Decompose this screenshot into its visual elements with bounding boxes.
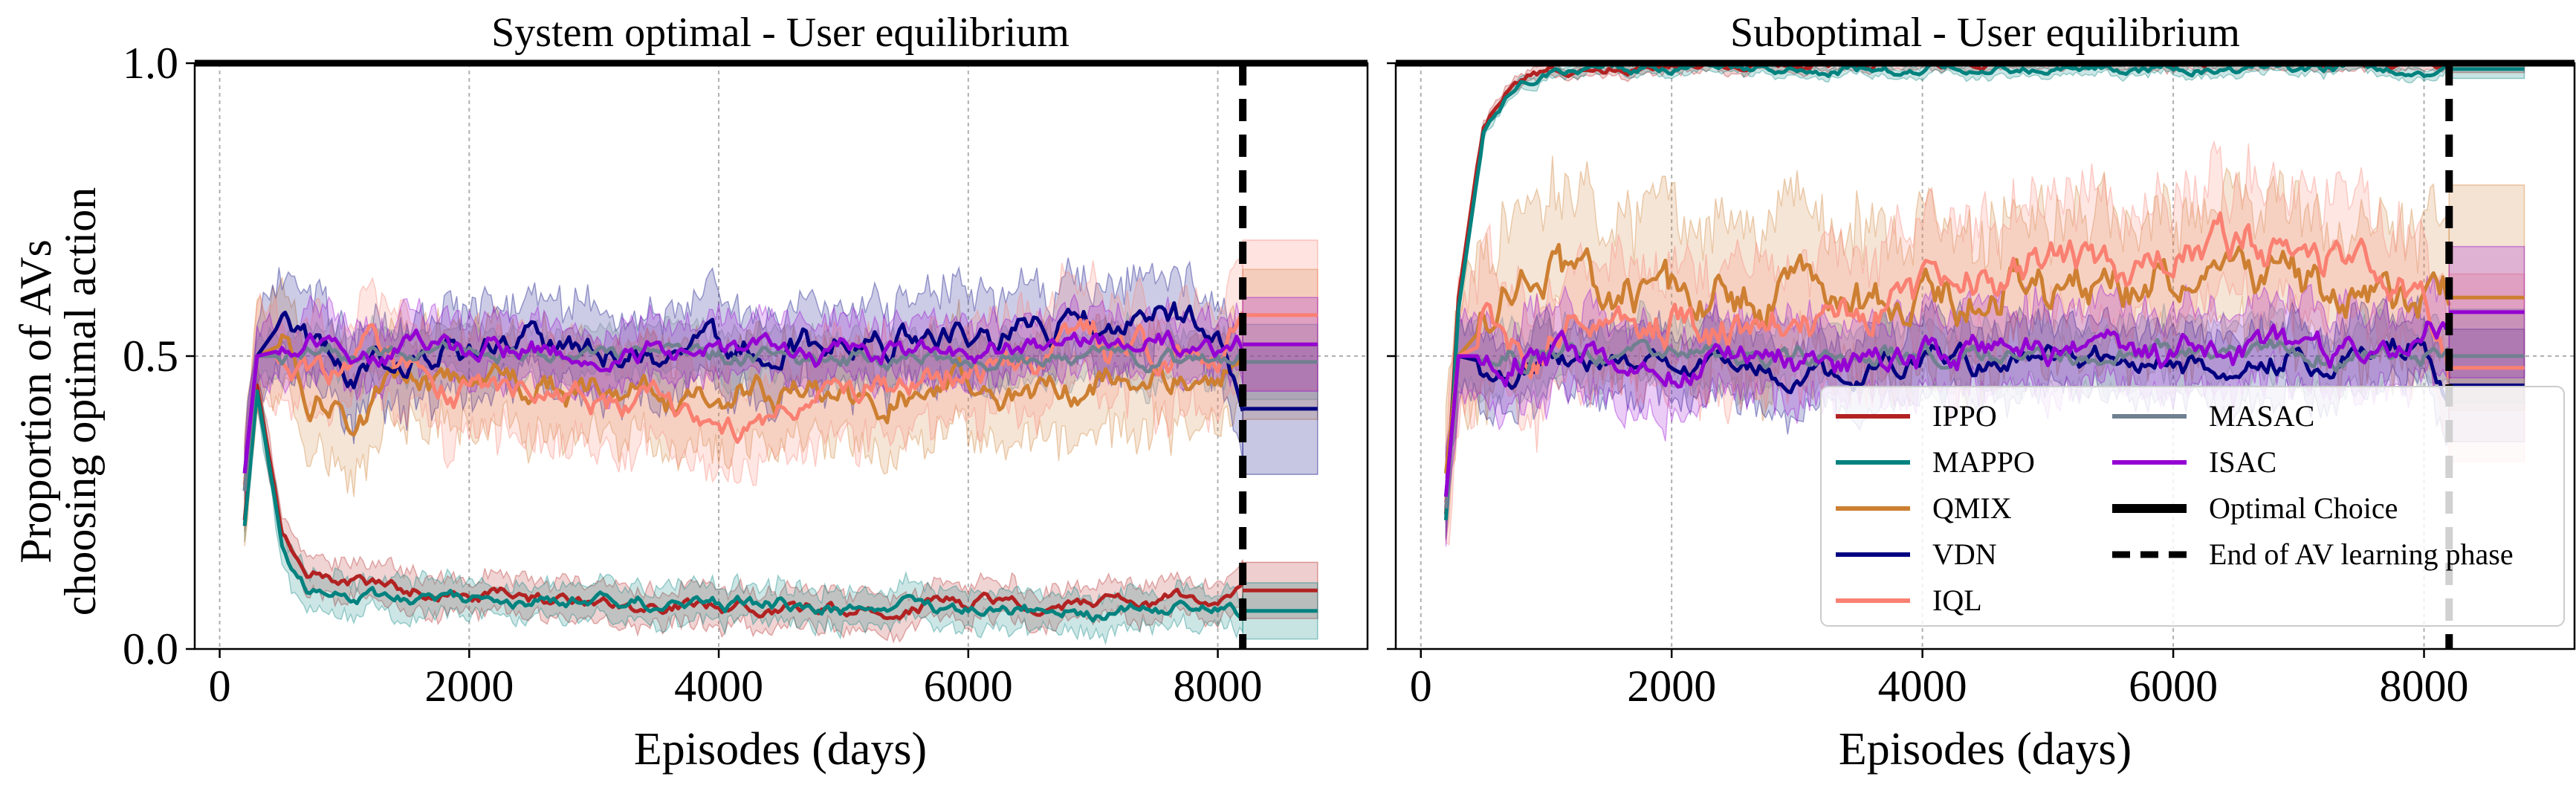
y-axis-label-line2: choosing optimal action	[56, 187, 105, 616]
series-line-mappo	[242, 389, 1244, 623]
legend-label: MASAC	[2209, 399, 2314, 433]
x-tick-label: 4000	[1878, 662, 1967, 711]
series-line-masac	[1443, 338, 2451, 509]
legend-label: ISAC	[2209, 445, 2276, 479]
legend: IPPO MAPPO QMIX VDN IQL MASAC ISAC Optimal Choi…	[1820, 386, 2565, 627]
series-line-masac	[242, 340, 1245, 491]
legend-label: Optimal Choice	[2209, 491, 2398, 525]
x-tick-label: 2000	[424, 662, 514, 711]
chart-title: Suboptimal - User equilibrium	[1730, 10, 2240, 56]
legend-box	[1820, 386, 2565, 627]
x-tick-label: 0	[1410, 662, 1432, 711]
x-tick-label: 0	[209, 662, 231, 711]
x-tick-label: 6000	[924, 662, 1013, 711]
series-line-isac	[1443, 314, 2451, 497]
chart-title: System optimal - User equilibrium	[491, 10, 1069, 56]
legend-label: IPPO	[1932, 399, 1997, 433]
series-line-isac	[242, 328, 1245, 474]
series-line-iql	[242, 311, 1245, 485]
series-line-iql	[1443, 211, 2451, 503]
x-tick-label: 8000	[1174, 662, 1263, 711]
legend-label: QMIX	[1932, 491, 2012, 525]
series-line-vdn	[242, 301, 1245, 474]
legend-label: IQL	[1932, 584, 1982, 617]
legend-label: End of AV learning phase	[2209, 537, 2514, 571]
x-axis-label: Episodes (days)	[1839, 724, 2132, 775]
x-tick-label: 4000	[674, 662, 763, 711]
x-tick-label: 2000	[1627, 662, 1716, 711]
legend-label: VDN	[1932, 537, 1997, 571]
series-line-qmix	[242, 333, 1245, 491]
y-tick-label: 1.0	[123, 39, 178, 88]
y-axis-label-line1: Proportion of AVs	[11, 239, 60, 563]
y-tick-label: 0.5	[123, 332, 178, 381]
x-tick-label: 6000	[2129, 662, 2218, 711]
confidence-band-mappo	[244, 376, 1243, 646]
plot-area: 0 2000 4000 6000 8000 0.0 0.5 1.0	[123, 39, 1369, 711]
x-axis-label: Episodes (days)	[634, 724, 927, 775]
x-tick-label: 8000	[2380, 662, 2469, 711]
legend-label: MAPPO	[1932, 445, 2035, 479]
y-tick-label: 0.0	[123, 624, 178, 674]
panel-system-optimal: System optimal - User equilibrium 0 2000 4…	[123, 10, 1369, 775]
y-axis-label: Proportion of AVs choosing optimal actio…	[11, 187, 105, 616]
